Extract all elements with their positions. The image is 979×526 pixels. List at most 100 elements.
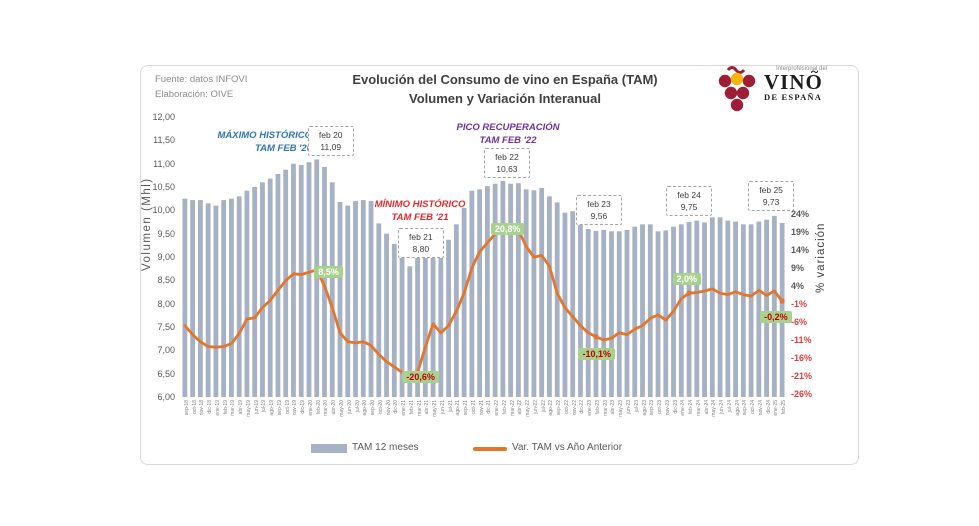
x-label-oct-19: oct-19 bbox=[284, 400, 291, 414]
value-box-month: feb 25 bbox=[759, 185, 783, 195]
bar-oct-19 bbox=[283, 169, 289, 397]
value-box-month: feb 23 bbox=[587, 199, 611, 209]
bar-nov-18 bbox=[197, 200, 203, 397]
x-label-mar-19: mar-19 bbox=[230, 400, 237, 416]
x-label-may-20: may-20 bbox=[339, 400, 345, 417]
left-tick-7,50: 7,50 bbox=[157, 322, 175, 332]
annotation-pico-line1: PICO RECUPERACIÓN bbox=[456, 122, 560, 133]
x-label-sep-20: sep-20 bbox=[370, 400, 377, 416]
bar-nov-22 bbox=[570, 211, 576, 397]
left-tick-11,00: 11,00 bbox=[153, 158, 175, 169]
x-label-jul-21: jul-21 bbox=[447, 400, 454, 413]
x-label-ene-23: ene-23 bbox=[587, 400, 594, 416]
value-box-value: 9,56 bbox=[590, 211, 608, 221]
value-box-feb-24: feb 24 9,75 bbox=[666, 186, 713, 216]
x-label-dic-22: dic-22 bbox=[579, 400, 586, 414]
value-box-feb-25: feb 25 9,73 bbox=[748, 181, 795, 211]
callout-feb-22: 20,8% bbox=[490, 222, 525, 235]
bar-abr-21 bbox=[422, 238, 428, 397]
bar-mar-21 bbox=[415, 254, 420, 397]
x-label-abr-22: abr-22 bbox=[517, 400, 524, 415]
x-label-may-21: may-21 bbox=[432, 400, 439, 417]
left-tick-12,00: 12,00 bbox=[152, 112, 175, 122]
x-label-nov-24: nov-24 bbox=[757, 400, 764, 416]
bar-ene-19 bbox=[213, 205, 219, 397]
line-marker-feb-24 bbox=[686, 290, 692, 296]
x-label-oct-24: oct-24 bbox=[750, 400, 757, 414]
bar-dic-22 bbox=[578, 222, 583, 397]
value-box-value: 10,63 bbox=[496, 164, 518, 174]
variation-line-path bbox=[183, 224, 784, 377]
annotation-minimo-line2: TAM FEB '21 bbox=[391, 212, 449, 223]
bar-feb-19 bbox=[221, 200, 227, 397]
x-label-may-22: may-22 bbox=[525, 400, 532, 417]
bar-ene-20 bbox=[306, 162, 312, 397]
value-box-month: feb 24 bbox=[677, 190, 701, 200]
bar-ago-24 bbox=[733, 221, 738, 397]
bar-jul-21 bbox=[446, 239, 451, 397]
x-label-abr-21: abr-21 bbox=[424, 400, 431, 415]
x-label-ago-21: ago-21 bbox=[455, 400, 462, 416]
bar-jul-22 bbox=[539, 187, 545, 397]
callout-feb-21: -20,6% bbox=[402, 370, 439, 383]
bar-sep-19 bbox=[275, 173, 281, 397]
x-label-dic-18: dic-18 bbox=[207, 400, 214, 414]
x-label-mar-24: mar-24 bbox=[695, 400, 702, 416]
bar-sep-20 bbox=[368, 201, 374, 397]
x-label-dic-23: dic-23 bbox=[672, 400, 679, 414]
callout-feb-23: -10,1% bbox=[578, 347, 615, 360]
x-label-oct-20: oct-20 bbox=[377, 400, 384, 414]
value-box-feb-21: feb 21 8,80 bbox=[397, 228, 444, 258]
x-label-ago-20: ago-20 bbox=[362, 400, 369, 416]
bar-dic-24 bbox=[764, 219, 770, 397]
bar-sep-23 bbox=[647, 224, 653, 397]
line-marker-feb-23 bbox=[593, 334, 599, 340]
right-tick-9%: 9% bbox=[791, 263, 805, 273]
bar-abr-19 bbox=[236, 196, 242, 397]
bar-jun-23 bbox=[624, 229, 630, 397]
bar-oct-24 bbox=[748, 224, 754, 397]
x-label-nov-20: nov-20 bbox=[385, 400, 392, 416]
bar-ago-19 bbox=[267, 178, 273, 397]
bar-mar-23 bbox=[601, 229, 607, 397]
bar-nov-23 bbox=[663, 230, 669, 397]
bar-may-23 bbox=[616, 231, 622, 397]
bar-may-22 bbox=[523, 189, 529, 397]
right-tick-24%: 24% bbox=[791, 209, 810, 219]
annotation-minimo-line1: MÍNIMO HISTÓRICO bbox=[374, 199, 466, 210]
bar-abr-20 bbox=[329, 182, 335, 397]
bar-may-20 bbox=[337, 201, 343, 397]
x-label-dic-21: dic-21 bbox=[486, 400, 493, 414]
bar-may-24 bbox=[709, 217, 715, 397]
x-label-jun-21: jun-21 bbox=[439, 400, 446, 414]
bar-jul-24 bbox=[725, 220, 731, 397]
x-label-sep-23: sep-23 bbox=[649, 400, 656, 416]
right-tick--26%: -26% bbox=[791, 389, 813, 399]
bar-ene-25 bbox=[771, 215, 777, 397]
x-label-abr-19: abr-19 bbox=[238, 400, 245, 415]
logo-wordmark: VINO ~ bbox=[764, 65, 823, 94]
bar-nov-24 bbox=[756, 221, 762, 397]
chart-title-line2: Volumen y Variación Interanual bbox=[409, 91, 601, 106]
value-box-month: feb 21 bbox=[408, 232, 433, 242]
x-label-feb-22: feb-22 bbox=[501, 400, 508, 415]
bar-mar-24 bbox=[694, 220, 700, 397]
vino-de-espana-logo: Interprofesional del VINO ~ DE ESPAÑA bbox=[712, 63, 852, 115]
x-label-jul-20: jul-20 bbox=[354, 400, 361, 413]
grape-bunch-icon bbox=[718, 66, 756, 112]
annotation-pico-recuperacion: PICO RECUPERACIÓN TAM FEB '22 bbox=[438, 121, 578, 147]
bar-ago-20 bbox=[360, 200, 366, 397]
x-label-dic-19: dic-19 bbox=[300, 400, 307, 414]
annotation-maximo-line2: TAM FEB '20 bbox=[255, 143, 312, 154]
left-tick-6,50: 6,50 bbox=[157, 368, 175, 379]
x-label-ene-24: ene-24 bbox=[680, 400, 687, 416]
bar-jun-19 bbox=[252, 187, 258, 397]
bar-jul-19 bbox=[260, 182, 265, 397]
bar-ene-22 bbox=[492, 183, 498, 397]
x-label-jul-19: jul-19 bbox=[261, 400, 268, 413]
x-label-dic-20: dic-20 bbox=[393, 400, 400, 414]
right-tick--16%: -16% bbox=[791, 353, 813, 363]
x-label-sep-18: sep-18 bbox=[183, 400, 190, 416]
x-label-ago-23: ago-23 bbox=[641, 400, 648, 416]
bar-mar-19 bbox=[229, 198, 234, 397]
